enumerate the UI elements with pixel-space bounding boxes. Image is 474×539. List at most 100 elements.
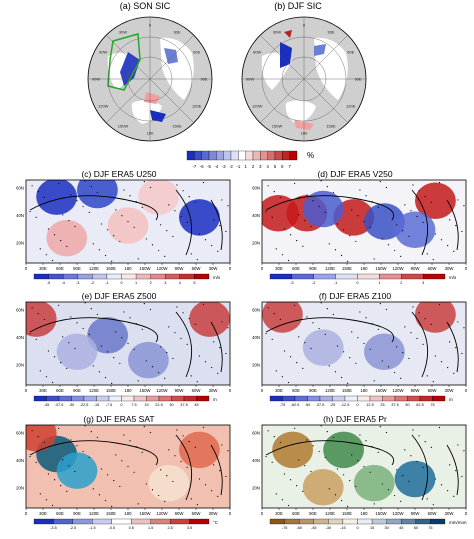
colorbar-cell — [291, 273, 314, 280]
x-tick-label: 120E — [325, 511, 335, 516]
colorbar-cell — [269, 273, 293, 280]
anomaly-region — [394, 211, 436, 249]
x-tick-label: 60W — [428, 511, 438, 516]
colorbar-tick-label: -25 — [330, 403, 336, 407]
colorbar-tick-label: 15 — [370, 526, 374, 530]
colorbar-cell — [46, 395, 60, 402]
colorbar-tick-label: 0.5 — [129, 526, 134, 530]
colorbar-cell — [108, 395, 122, 402]
colorbar-cell — [179, 273, 195, 280]
colorbar-cell — [344, 395, 358, 402]
colorbar-cell — [58, 395, 72, 402]
anomaly-region — [56, 333, 98, 371]
x-tick-label: 150E — [342, 388, 352, 393]
sic-colorbar-cell — [208, 150, 217, 161]
colorbar-tick-label: -45 — [311, 526, 317, 530]
anomaly-region — [46, 219, 88, 257]
x-tick-label: 90W — [411, 266, 421, 271]
polar-lon-label: 180 — [301, 131, 308, 136]
colorbar-cell — [313, 273, 336, 280]
polar-lon-label: 60E — [193, 50, 200, 55]
colorbar-tick-label: 2.5 — [167, 526, 172, 530]
colorbar-cell — [121, 395, 135, 402]
colorbar-tick-label: 0 — [120, 403, 122, 407]
anomaly-region — [302, 468, 344, 506]
colorbar-cell — [432, 395, 446, 402]
y-tick-label: 40N — [252, 335, 260, 340]
x-tick-label: 60E — [292, 266, 300, 271]
sic-colorbar-cell — [238, 150, 246, 161]
x-tick-label: 60W — [428, 388, 438, 393]
x-tick-label: 30W — [209, 388, 219, 393]
x-tick-label: 30E — [39, 266, 47, 271]
y-tick-label: 60N — [252, 307, 260, 312]
colorbar-unit: m/s — [449, 275, 457, 280]
anomaly-region — [189, 302, 230, 337]
sic-colorbar-cell — [223, 150, 232, 161]
polar-lon-label: 60W — [253, 50, 261, 55]
colorbar-cell — [328, 518, 344, 525]
polar-lon-label: 150W — [272, 123, 283, 128]
x-tick-label: 30W — [445, 511, 455, 516]
x-tick-label: 150E — [106, 511, 116, 516]
panel-a-graticule — [88, 17, 212, 141]
panel-d-map: (d) DJF ERA5 V250 0 30E 60E 90E 120E 150E 180 15… — [252, 169, 468, 285]
anomaly-region — [26, 302, 57, 337]
x-tick-label: 0 — [465, 511, 468, 516]
panel-g-title: (g) DJF ERA5 SAT — [83, 414, 154, 424]
x-tick-label: 30E — [275, 511, 283, 516]
colorbar-cell — [335, 273, 358, 280]
colorbar-cell — [92, 273, 108, 280]
x-tick-label: 30W — [209, 511, 219, 516]
sic-colorbar-cell — [274, 150, 283, 161]
polar-lon-label: 60W — [99, 50, 107, 55]
y-tick-label: 20N — [252, 486, 260, 491]
polar-lon-label: 90E — [354, 77, 361, 82]
x-tick-label: 120E — [89, 266, 99, 271]
polar-lon-label: 120W — [252, 104, 263, 109]
colorbar-tick-label: 1 — [135, 281, 137, 285]
x-tick-label: 180 — [360, 511, 368, 516]
colorbar-cell — [150, 273, 166, 280]
colorbar-cell — [422, 273, 446, 280]
sic-colorbar-tick-label: -3 — [222, 164, 226, 169]
colorbar-tick-label: 1.5 — [148, 526, 153, 530]
colorbar-cell — [106, 273, 122, 280]
polar-lon-label: 90W — [92, 77, 100, 82]
x-tick-label: 90W — [411, 388, 421, 393]
colorbar-tick-label: 37.5 — [391, 403, 398, 407]
x-tick-label: 150E — [106, 266, 116, 271]
colorbar-cell — [96, 395, 110, 402]
x-tick-label: 150W — [139, 388, 151, 393]
polar-lon-label: 30E — [173, 30, 180, 35]
colorbar-cell — [313, 518, 329, 525]
x-tick-label: 30W — [445, 388, 455, 393]
x-tick-label: 30W — [445, 266, 455, 271]
x-tick-label: 0 — [261, 388, 264, 393]
x-tick-label: 180 — [124, 511, 132, 516]
colorbar-tick-label: 0 — [356, 526, 358, 530]
sic-colorbar-cell — [245, 150, 254, 161]
colorbar-tick-label: -2 — [312, 281, 315, 285]
colorbar-cell — [307, 395, 321, 402]
polar-lon-label: 180 — [147, 131, 154, 136]
colorbar-cell — [401, 273, 424, 280]
colorbar-cell — [48, 273, 64, 280]
colorbar-cell — [284, 518, 300, 525]
colorbar-cell — [342, 518, 358, 525]
colorbar-cell — [299, 518, 314, 525]
colorbar-tick-label: 75 — [430, 403, 434, 407]
colorbar-cell — [150, 518, 171, 525]
colorbar-cell — [357, 273, 380, 280]
colorbar-tick-label: 3.5 — [187, 526, 192, 530]
colorbar-tick-label: -22.5 — [80, 403, 89, 407]
x-tick-label: 120W — [392, 266, 404, 271]
y-tick-label: 20N — [16, 363, 24, 368]
anomaly-region — [323, 431, 364, 469]
colorbar-cell — [379, 273, 402, 280]
colorbar-tick-label: -62.5 — [291, 403, 300, 407]
colorbar-tick-label: 2 — [150, 281, 152, 285]
polar-lon-label: 0 — [149, 23, 152, 28]
colorbar-tick-label: -37.5 — [316, 403, 325, 407]
